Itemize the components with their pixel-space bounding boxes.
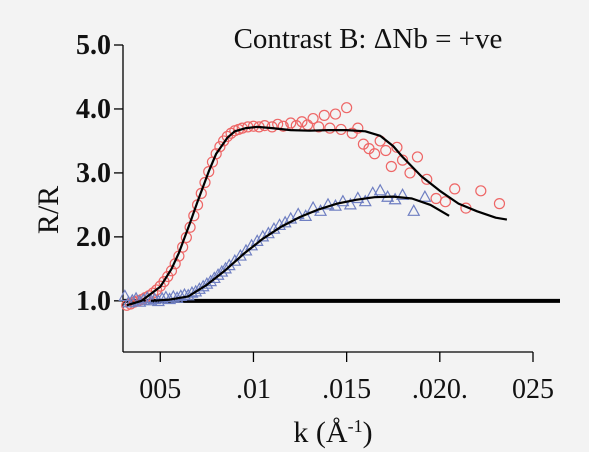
fit-curve: [126, 125, 508, 307]
data-point: [277, 120, 289, 132]
data-point: [407, 204, 421, 216]
data-point: [318, 109, 330, 121]
data-point: [321, 197, 335, 210]
tick-labels: 1.0 2.0 3.0 4.0 5.0 005 .01 .015 .020. 025: [76, 30, 554, 405]
data-point: [439, 196, 452, 208]
data-point: [162, 270, 174, 283]
x-tick-label: 025: [512, 374, 554, 405]
data-point: [148, 292, 162, 305]
data-point: [136, 292, 151, 305]
fit-curve: [150, 195, 450, 302]
data-point: [278, 215, 292, 228]
y-tick-label: 4.0: [76, 94, 111, 125]
data-point: [396, 188, 410, 200]
x-tick-label: 005: [139, 374, 181, 405]
data-point: [352, 122, 364, 134]
data-point: [380, 144, 392, 157]
y-tick-label: 2.0: [76, 222, 111, 253]
y-tick-label: 1.0: [76, 286, 111, 317]
data-point: [385, 160, 397, 173]
data-point: [368, 148, 381, 160]
data-point: [165, 265, 178, 277]
data-point: [324, 122, 336, 134]
data-point: [150, 284, 163, 296]
red-circle-series: [121, 102, 506, 311]
data-point: [373, 183, 387, 196]
data-point: [155, 291, 169, 304]
data-point: [430, 192, 442, 205]
data-point: [396, 154, 409, 166]
data-point: [159, 290, 173, 303]
data-point: [195, 187, 207, 199]
data-point: [341, 102, 353, 114]
data-point: [174, 289, 188, 301]
data-point: [313, 121, 325, 133]
fit-layer: [126, 125, 508, 307]
data-point: [475, 185, 487, 197]
data-point: [449, 183, 461, 195]
data-point: [177, 287, 192, 300]
data-point: [391, 141, 403, 153]
data-point: [343, 197, 357, 210]
x-tick-label: .01: [236, 374, 271, 405]
data-point: [199, 176, 211, 189]
data-point: [118, 289, 132, 301]
data-point: [358, 194, 372, 207]
data-point: [411, 151, 424, 163]
chart-title: Contrast B: ΔNb = +ve: [234, 23, 503, 55]
data-point: [273, 218, 287, 230]
data-point: [166, 289, 180, 302]
data-point: [221, 130, 233, 143]
data-point: [351, 191, 365, 204]
y-tick-label: 5.0: [76, 30, 111, 61]
data-point: [296, 116, 308, 128]
x-axis-label: k (Å-1): [293, 416, 372, 449]
y-tick-label: 3.0: [76, 158, 111, 189]
data-point: [125, 293, 139, 306]
series-layer: [118, 102, 506, 311]
data-point: [259, 119, 271, 132]
data-point: [210, 148, 222, 160]
y-axis-label: R/R: [32, 186, 65, 234]
data-point: [418, 189, 432, 202]
data-point: [267, 221, 281, 234]
data-point: [493, 198, 506, 210]
data-point: [307, 112, 319, 125]
data-point: [214, 141, 226, 153]
x-tick-label: .020.: [412, 374, 468, 405]
blue-triangle-series: [118, 183, 432, 308]
data-point: [285, 117, 297, 129]
data-point: [329, 108, 342, 120]
x-tick-label: .015: [322, 374, 371, 405]
data-point: [336, 194, 350, 207]
data-point: [421, 173, 433, 185]
data-point: [404, 167, 416, 179]
data-point: [203, 166, 215, 178]
